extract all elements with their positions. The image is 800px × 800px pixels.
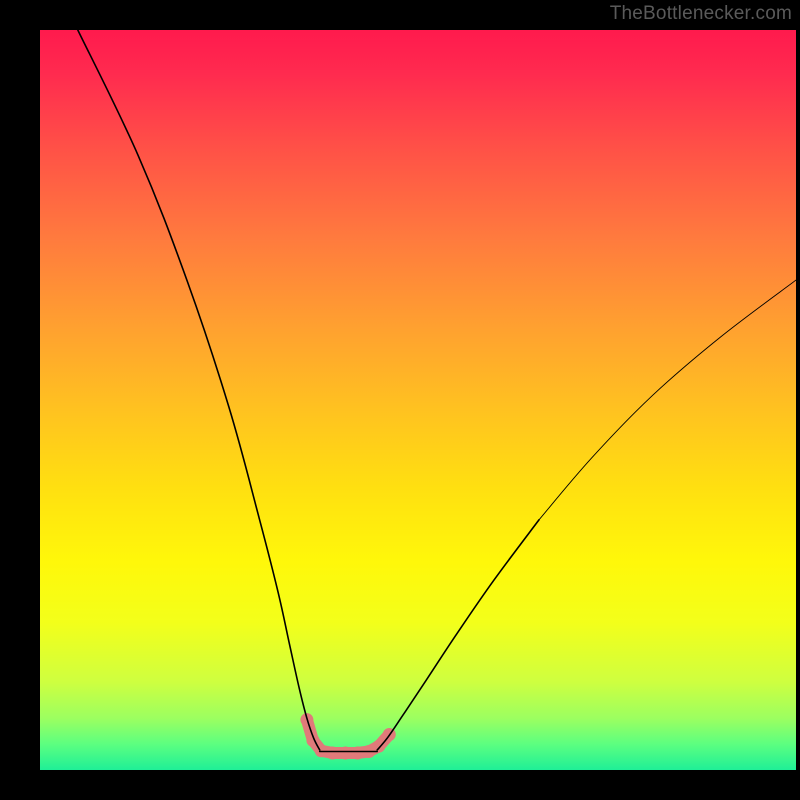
marker-dot: [351, 746, 364, 759]
marker-dot: [326, 746, 339, 759]
curve-left: [78, 30, 320, 750]
chart-svg: [40, 30, 796, 770]
curve-right-a: [377, 520, 539, 750]
watermark-text: TheBottlenecker.com: [610, 3, 792, 25]
marker-dot: [339, 746, 352, 759]
curve-right-b: [539, 280, 796, 520]
plot-area: [40, 30, 796, 770]
